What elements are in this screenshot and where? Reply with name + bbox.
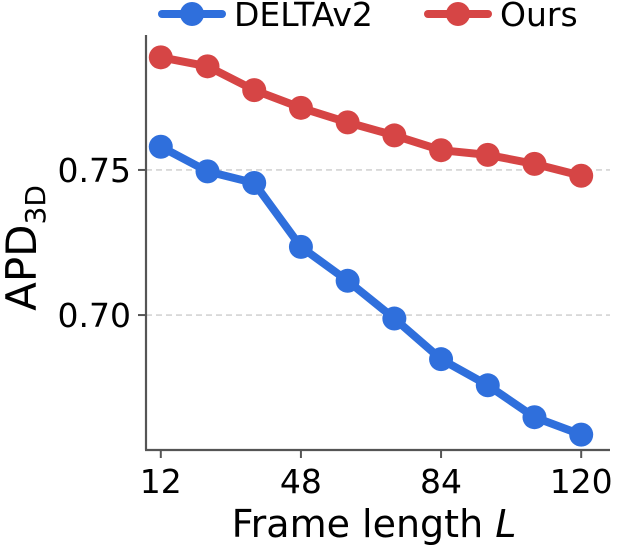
data-point [242, 171, 267, 196]
data-point [522, 405, 547, 430]
data-point [288, 95, 313, 120]
y-tick-label: 0.70 [58, 296, 131, 335]
legend-marker [180, 2, 204, 26]
x-tick-label: 120 [550, 462, 613, 501]
series-ours [148, 45, 594, 188]
series-deltav2 [148, 134, 594, 447]
data-point [475, 142, 500, 167]
series-line [156, 142, 586, 439]
data-point [148, 134, 173, 159]
data-point [288, 234, 313, 259]
legend-item: Ours [424, 0, 578, 34]
x-tick-label: 84 [420, 462, 462, 501]
data-point [195, 54, 220, 79]
x-axis-label: Frame length L [232, 502, 517, 546]
data-point [335, 268, 360, 293]
y-tick-label: 0.75 [58, 151, 131, 190]
legend-marker [446, 2, 470, 26]
legend-item: DELTAv2 [158, 0, 373, 34]
y-ticks: 0.70 0.75 [58, 151, 146, 335]
data-point [569, 422, 594, 447]
axes [144, 35, 610, 452]
data-point [569, 163, 594, 188]
y-axis-label: APD3D [0, 185, 52, 311]
grid-lines [146, 169, 610, 316]
data-point [429, 138, 454, 163]
x-tick-label: 12 [140, 462, 182, 501]
data-point [475, 373, 500, 398]
data-point [335, 110, 360, 135]
legend-label: Ours [500, 0, 578, 34]
series-layer [148, 45, 594, 447]
x-ticks: 12 48 84 120 [140, 450, 613, 501]
x-tick-label: 48 [280, 462, 322, 501]
data-point [195, 159, 220, 184]
legend: DELTAv2 Ours [158, 0, 578, 34]
data-point [522, 151, 547, 176]
data-point [382, 123, 407, 148]
data-point [382, 306, 407, 331]
series-line [156, 53, 586, 180]
legend-label: DELTAv2 [234, 0, 373, 34]
data-point [429, 347, 454, 372]
data-point [148, 45, 173, 70]
data-point [242, 78, 267, 103]
